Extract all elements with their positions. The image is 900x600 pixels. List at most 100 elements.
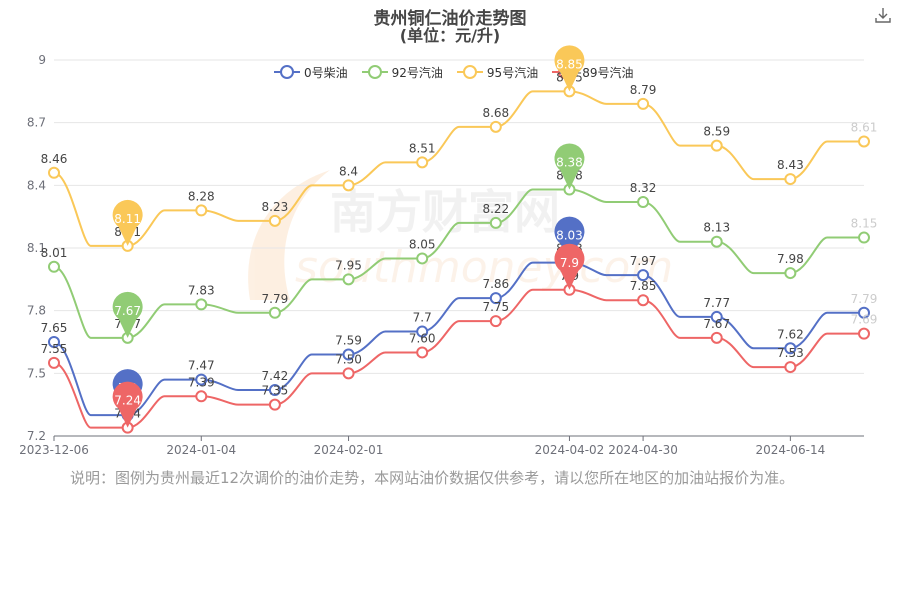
data-label: 7.79 <box>851 292 878 306</box>
data-point <box>268 384 281 397</box>
chart-subtitle: (单位：元/升) <box>399 26 501 45</box>
data-point <box>48 336 60 348</box>
data-point <box>48 260 60 273</box>
data-label: 8.13 <box>703 221 730 235</box>
data-point <box>416 325 429 338</box>
data-label: 8.79 <box>630 83 657 97</box>
marker-pin-label: 7.9 <box>560 256 579 270</box>
y-tick-label: 9 <box>38 53 46 67</box>
data-label: 7.86 <box>482 277 509 291</box>
legend-marker <box>361 65 388 79</box>
x-tick-label: 2024-06-14 <box>755 443 825 457</box>
watermark-text-en: southmoney.com <box>295 242 673 293</box>
y-tick-label: 7.8 <box>27 304 46 318</box>
data-label: 7.35 <box>262 384 289 398</box>
data-point <box>710 310 723 323</box>
data-point <box>48 166 60 179</box>
marker-pin-label: 8.85 <box>556 57 583 71</box>
data-label: 7.95 <box>335 258 362 272</box>
data-label: 7.97 <box>630 254 657 268</box>
data-label: 7.79 <box>262 292 289 306</box>
data-label: 8.59 <box>703 125 730 139</box>
data-label: 8.23 <box>262 200 289 214</box>
data-point <box>195 298 208 311</box>
marker-pin-shape <box>112 199 143 246</box>
data-label: 8.46 <box>41 152 68 166</box>
data-point <box>48 356 60 369</box>
data-label: 7.39 <box>188 375 215 389</box>
data-label: 8.01 <box>41 246 68 260</box>
data-point <box>342 179 355 192</box>
marker-pin-label: 7.67 <box>114 304 141 318</box>
data-label: 7.75 <box>482 300 509 314</box>
chart-note: 说明：图例为贵州最近12次调价的油价走势，本网站油价数据仅供参考，请以您所在地区… <box>70 469 795 487</box>
data-point <box>637 97 650 110</box>
data-point <box>195 390 208 403</box>
data-point <box>195 373 208 386</box>
data-label: 8.15 <box>851 217 878 231</box>
data-label: 7.42 <box>262 369 289 383</box>
series-points <box>48 85 870 434</box>
watermark-logo <box>248 170 330 300</box>
data-point <box>489 120 502 133</box>
data-point <box>858 135 870 148</box>
data-point <box>784 342 797 355</box>
data-point <box>489 216 502 229</box>
data-label: 8.51 <box>409 141 436 155</box>
marker-pin-label: 7.24 <box>114 394 141 408</box>
legend-label: 92号汽油 <box>391 65 443 80</box>
data-label: 7.47 <box>188 359 215 373</box>
marker-pin: 7.67 <box>112 291 143 338</box>
legend-item[interactable]: 92号汽油 <box>361 64 443 81</box>
marker-pin: 8.11 <box>112 199 143 246</box>
legend-marker <box>456 65 483 79</box>
legend-label: 0号柴油 <box>304 65 348 80</box>
marker-pin-label: 8.03 <box>556 229 583 243</box>
data-label: 7.83 <box>188 283 215 297</box>
legend-label: 89号汽油 <box>582 65 634 80</box>
data-point <box>710 235 723 248</box>
y-tick-label: 8.7 <box>27 116 46 130</box>
legend-label: 95号汽油 <box>486 65 539 80</box>
y-tick-label: 8.1 <box>27 241 46 255</box>
marker-pin-shape <box>554 45 585 92</box>
legend-item[interactable]: 0号柴油 <box>274 64 348 81</box>
data-label: 7.85 <box>630 279 657 293</box>
legend-item[interactable]: 95号汽油 <box>456 64 539 81</box>
x-tick-label: 2024-02-01 <box>314 443 384 457</box>
data-point <box>637 269 650 282</box>
data-point <box>637 294 650 307</box>
data-point <box>342 367 355 380</box>
marker-pin-shape <box>554 216 585 263</box>
y-tick-label: 7.2 <box>27 429 46 443</box>
data-label: 8.22 <box>482 202 509 216</box>
data-point <box>195 204 208 217</box>
data-label: 7.53 <box>777 346 804 360</box>
data-point <box>489 292 502 305</box>
max-pins: 7.37.678.117.248.038.388.857.9 <box>112 45 585 428</box>
data-point <box>416 252 429 265</box>
marker-pin: 7.24 <box>112 381 143 428</box>
data-point <box>858 327 870 340</box>
data-point <box>710 139 723 152</box>
data-point <box>637 196 650 209</box>
marker-pin: 8.85 <box>554 45 585 92</box>
download-icon[interactable] <box>874 6 892 24</box>
data-label: 7.55 <box>41 342 68 356</box>
data-point <box>710 331 723 344</box>
data-label: 8.4 <box>339 164 358 178</box>
marker-pin-shape <box>554 243 585 290</box>
data-label: 7.59 <box>335 334 362 348</box>
data-label: 7.62 <box>777 327 804 341</box>
data-point <box>268 398 281 411</box>
data-label: 8.32 <box>630 181 657 195</box>
data-point <box>416 346 429 359</box>
watermark-text: 南方财富网 <box>330 185 560 239</box>
series-line <box>53 90 864 247</box>
data-label: 7.65 <box>41 321 68 335</box>
marker-pin-label: 8.38 <box>556 156 583 170</box>
marker-pin: 8.03 <box>554 216 585 263</box>
data-label: 8.28 <box>188 189 215 203</box>
marker-pin: 8.38 <box>554 143 585 190</box>
